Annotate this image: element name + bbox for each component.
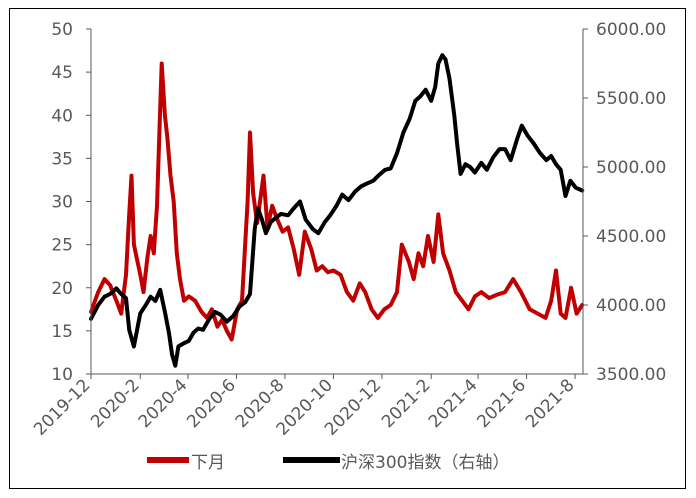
x-tick-label: 2021-8 <box>522 375 579 432</box>
legend: 下月 沪深300指数（右轴） <box>147 453 509 473</box>
left-tick-label: 35 <box>51 149 73 169</box>
series-line-1 <box>89 61 585 342</box>
axes: 10 15 20 25 30 35 40 45 50 3500.00 4000.00 4500.00 5… <box>30 20 666 440</box>
chart: 10 15 20 25 30 35 40 45 50 3500.00 4000.00 4500.00 5… <box>30 20 666 473</box>
left-tick-label: 50 <box>51 20 73 40</box>
left-tick-label: 10 <box>51 365 73 385</box>
legend-label-series-1: 下月 <box>191 453 225 473</box>
left-tick-label: 30 <box>51 193 73 213</box>
right-tick-label: 4000.00 <box>596 296 666 316</box>
left-tick-label: 40 <box>51 106 73 126</box>
x-tick-label: 2021-2 <box>378 375 435 432</box>
left-tick-label: 45 <box>51 63 73 83</box>
x-tick-label: 2021-6 <box>473 375 530 432</box>
legend-label-series-2: 沪深300指数（右轴） <box>341 453 509 473</box>
x-tick-label: 2020-4 <box>135 375 192 432</box>
series-line-2 <box>89 53 585 368</box>
left-tick-label: 15 <box>51 322 73 342</box>
right-tick-label: 5500.00 <box>596 89 666 109</box>
x-tick-label: 2020-6 <box>183 375 240 432</box>
right-tick-label: 6000.00 <box>596 20 666 40</box>
chart-frame: 10 15 20 25 30 35 40 45 50 3500.00 4000.00 4500.00 5… <box>9 8 686 489</box>
right-tick-label: 4500.00 <box>596 227 666 247</box>
left-tick-label: 25 <box>51 236 73 256</box>
x-tick-label: 2019-12 <box>30 375 94 439</box>
right-tick-label: 3500.00 <box>596 365 666 385</box>
left-tick-label: 20 <box>51 279 73 299</box>
plot-area <box>89 53 585 368</box>
right-tick-label: 5000.00 <box>596 158 666 178</box>
x-tick-label: 2020-2 <box>87 375 144 432</box>
x-tick-label: 2021-4 <box>425 375 482 432</box>
